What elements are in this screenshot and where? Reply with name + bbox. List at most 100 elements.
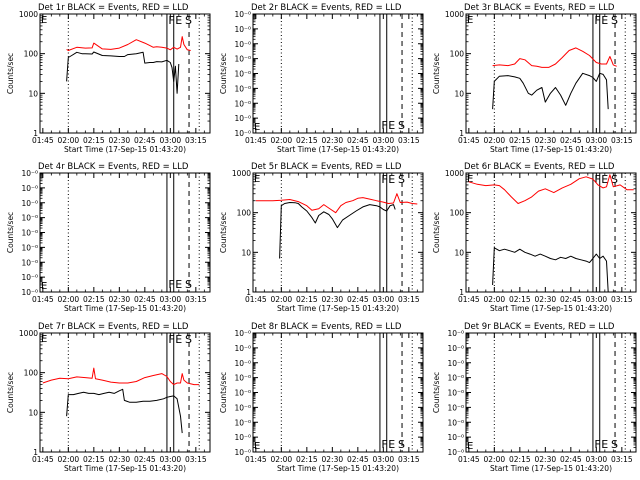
x-tick-label: 03:00 — [373, 455, 395, 464]
panel-title: Det 8r BLACK = Events, RED = LLD — [251, 322, 402, 332]
x-axis-label: Start Time (17-Sep-15 01:43:20) — [277, 304, 399, 313]
y-tick-label: 100 — [237, 209, 252, 218]
lld-series-line — [468, 174, 634, 204]
y-tick-label: 10⁻⁰ — [234, 389, 251, 398]
x-tick-label: 02:00 — [271, 136, 293, 145]
y-tick-label: 10⁻⁰ — [234, 10, 251, 19]
marker-label: S — [611, 438, 618, 451]
panel-title: Det 6r BLACK = Events, RED = LLD — [464, 162, 615, 172]
y-tick-label: 10⁻⁰ — [21, 169, 38, 178]
x-axis-label: Start Time (17-Sep-15 01:43:20) — [277, 464, 399, 473]
lld-series-line — [66, 36, 191, 51]
y-tick-label: 10⁻⁰ — [447, 448, 464, 457]
x-axis-label: Start Time (17-Sep-15 01:43:20) — [64, 464, 186, 473]
x-tick-label: 02:45 — [134, 136, 156, 145]
start-marker-label: E — [254, 174, 260, 185]
y-tick-label: 1000 — [445, 169, 464, 178]
y-tick-label: 10⁻⁰ — [21, 199, 38, 208]
y-axis-label: Counts/sec — [6, 372, 15, 413]
x-tick-label: 03:00 — [373, 295, 395, 304]
panel-title: Det 2r BLACK = Events, RED = LLD — [251, 3, 402, 13]
detector-panel: Det 9r BLACK = Events, RED = LLD10⁻⁰10⁻⁰… — [432, 322, 637, 473]
y-tick-label: 10⁻⁰ — [234, 418, 251, 427]
y-tick-label: 10⁻⁰ — [234, 359, 251, 368]
marker-label: E — [175, 333, 182, 346]
events-series-line — [66, 51, 180, 94]
y-tick-label: 10⁻⁰ — [447, 374, 464, 383]
start-marker-label: E — [467, 174, 473, 185]
marker-label: S — [185, 278, 192, 291]
events-series-line — [279, 202, 396, 259]
marker-label: S — [398, 173, 405, 186]
x-tick-label: 02:00 — [484, 136, 506, 145]
y-tick-label: 1000 — [232, 169, 251, 178]
detector-panel: Det 3r BLACK = Events, RED = LLD 1 10 100 10… — [432, 3, 637, 154]
plot-frame — [252, 172, 424, 293]
x-tick-label: 02:00 — [271, 455, 293, 464]
events-series-line — [492, 72, 609, 110]
y-tick-label: 10⁻⁰ — [447, 359, 464, 368]
x-tick-label: 02:30 — [109, 136, 131, 145]
marker-label: F — [168, 333, 174, 346]
marker-label: F — [594, 173, 600, 186]
x-tick-label: 01:45 — [458, 295, 480, 304]
x-tick-label: 03:15 — [398, 136, 420, 145]
y-tick-label: 10⁻⁰ — [447, 329, 464, 338]
y-tick-label: 10 — [241, 248, 251, 257]
y-tick-label: 1000 — [19, 10, 38, 19]
x-tick-label: 02:15 — [296, 295, 318, 304]
x-tick-label: 02:00 — [58, 136, 80, 145]
x-tick-label: 03:00 — [586, 455, 608, 464]
marker-label: E — [175, 14, 182, 27]
y-tick-label: 10⁻⁰ — [234, 129, 251, 138]
x-tick-label: 03:15 — [611, 136, 633, 145]
x-tick-label: 02:00 — [271, 295, 293, 304]
x-tick-label: 02:45 — [560, 455, 582, 464]
start-marker-label: E — [467, 441, 473, 452]
marker-label: F — [168, 14, 174, 27]
x-tick-label: 02:15 — [509, 455, 531, 464]
y-tick-label: 1000 — [445, 10, 464, 19]
x-tick-label: 02:45 — [347, 136, 369, 145]
x-tick-label: 02:30 — [322, 136, 344, 145]
y-tick-label: 10⁻⁰ — [21, 184, 38, 193]
y-axis-label: Counts/sec — [219, 53, 228, 94]
x-tick-label: 01:45 — [458, 455, 480, 464]
start-marker-label: E — [254, 441, 260, 452]
x-tick-label: 03:00 — [373, 136, 395, 145]
detector-panel: Det 8r BLACK = Events, RED = LLD 10⁻⁰ 10⁻⁰… — [219, 322, 424, 473]
x-tick-label: 01:45 — [32, 136, 54, 145]
x-tick-label: 01:45 — [245, 136, 267, 145]
y-tick-label: 10⁻⁰ — [447, 403, 464, 412]
x-tick-label: 02:00 — [484, 455, 506, 464]
y-tick-label: 10⁻⁰ — [447, 344, 464, 353]
x-tick-label: 02:15 — [83, 136, 105, 145]
y-tick-label: 100 — [24, 369, 39, 378]
plot-frame — [39, 332, 211, 453]
x-tick-label: 02:15 — [509, 136, 531, 145]
x-tick-label: 02:45 — [560, 295, 582, 304]
x-axis-label: Start Time (17-Sep-15 01:43:20) — [277, 145, 399, 154]
x-tick-label: 02:30 — [322, 455, 344, 464]
y-tick-label: 100 — [24, 50, 39, 59]
y-tick-label: 10⁻⁰ — [234, 344, 251, 353]
y-tick-label: 10⁻⁰ — [234, 448, 251, 457]
x-tick-label: 03:00 — [160, 295, 182, 304]
x-tick-label: 02:00 — [484, 295, 506, 304]
y-tick-label: 1 — [459, 288, 464, 297]
x-tick-label: 02:00 — [58, 295, 80, 304]
marker-label: E — [388, 438, 395, 451]
x-tick-label: 03:15 — [185, 136, 207, 145]
panel-title: Det 5r BLACK = Events, RED = LLD — [251, 162, 402, 172]
detector-panel: Det 2r BLACK = Events, RED = LLD10⁻⁰10⁻⁰… — [219, 3, 424, 154]
x-tick-label: 02:45 — [347, 295, 369, 304]
x-tick-label: 01:45 — [458, 136, 480, 145]
y-tick-label: 10⁻⁰ — [21, 258, 38, 267]
marker-label: S — [611, 14, 618, 27]
y-tick-label: 10 — [454, 248, 464, 257]
y-tick-label: 10⁻⁰ — [234, 84, 251, 93]
y-axis-label: Counts/sec — [6, 53, 15, 94]
x-tick-label: 03:15 — [398, 455, 420, 464]
